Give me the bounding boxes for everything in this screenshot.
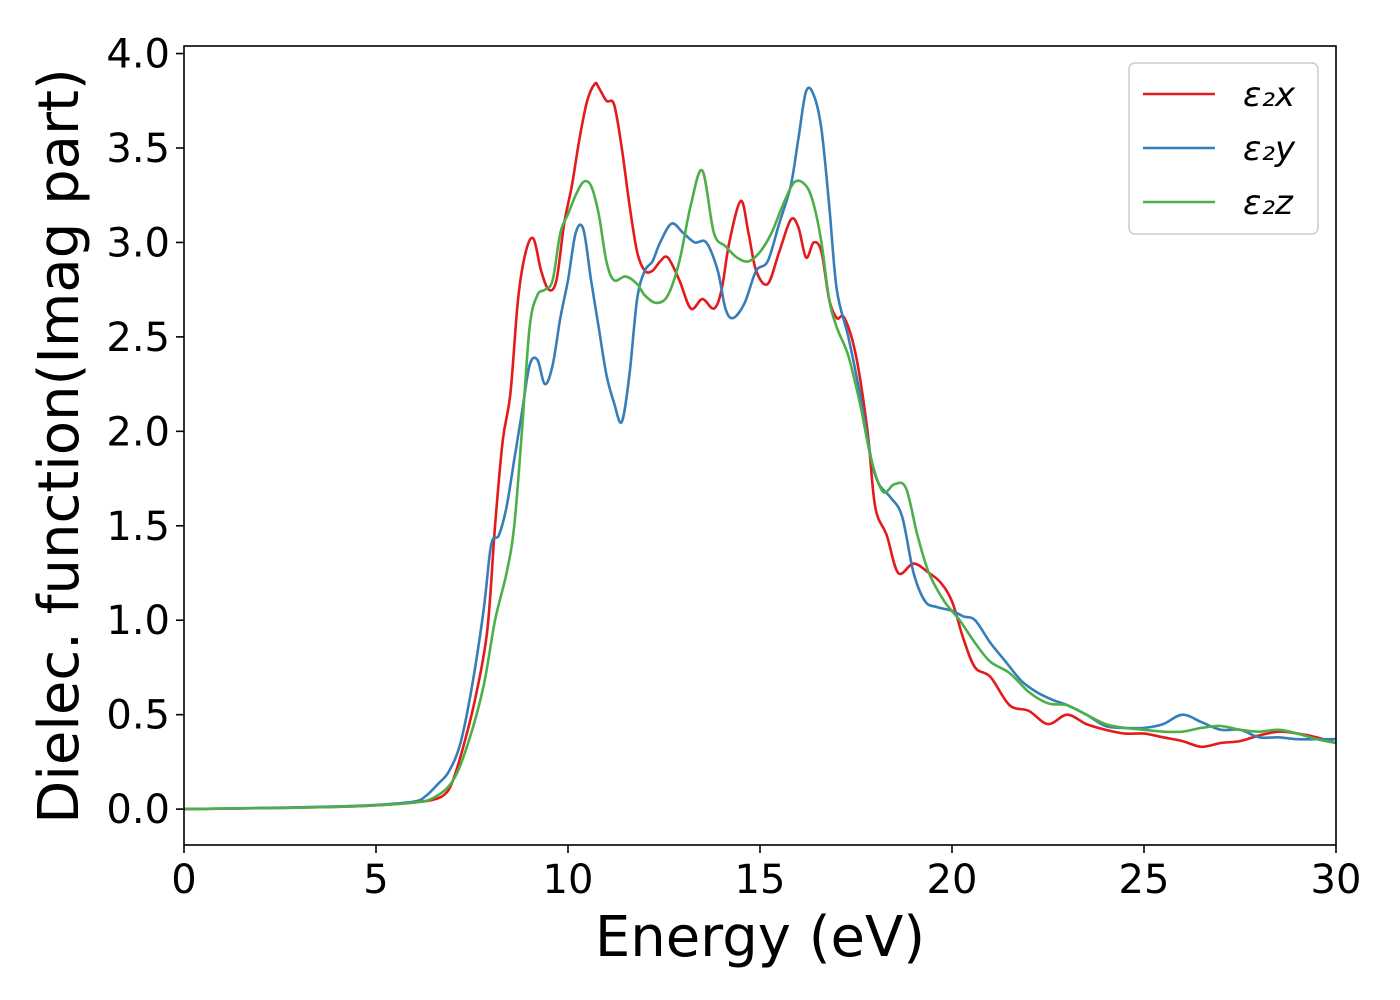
y-tick-label: 1.0 — [106, 598, 170, 644]
series-line-1 — [184, 81, 1336, 811]
legend-box — [1128, 62, 1319, 235]
y-tick-label: 1.5 — [106, 504, 170, 550]
series-line-3 — [184, 168, 1336, 811]
x-tick-label: 5 — [363, 857, 388, 903]
y-axis: 0.0 0.5 1.0 1.5 2.0 2.5 3.0 3.5 4.0 — [106, 32, 184, 833]
y-axis-title: Dielec. function(Imag part) — [27, 68, 92, 824]
y-tick-label: 0.0 — [106, 787, 170, 833]
y-tick-label: 3.5 — [106, 126, 170, 172]
series-layer — [184, 81, 1336, 811]
x-tick-label: 20 — [927, 857, 978, 903]
x-tick-label: 25 — [1119, 857, 1170, 903]
y-tick-label: 2.0 — [106, 409, 170, 455]
x-axis-title: Energy (eV) — [595, 905, 925, 970]
y-tick-label: 3.0 — [106, 220, 170, 266]
legend-label: ε₂y — [1243, 129, 1296, 169]
x-tick-label: 15 — [735, 857, 786, 903]
y-tick-label: 4.0 — [106, 32, 170, 78]
x-tick-label: 30 — [1311, 857, 1362, 903]
x-axis: 0 5 10 15 20 25 30 — [171, 845, 1361, 903]
legend-label: ε₂x — [1243, 75, 1296, 115]
x-tick-label: 10 — [543, 857, 594, 903]
legend: ε₂x ε₂y ε₂z — [1128, 62, 1319, 235]
y-tick-label: 0.5 — [106, 693, 170, 739]
x-tick-label: 0 — [171, 857, 196, 903]
legend-label: ε₂z — [1243, 183, 1294, 223]
y-tick-label: 2.5 — [106, 315, 170, 361]
